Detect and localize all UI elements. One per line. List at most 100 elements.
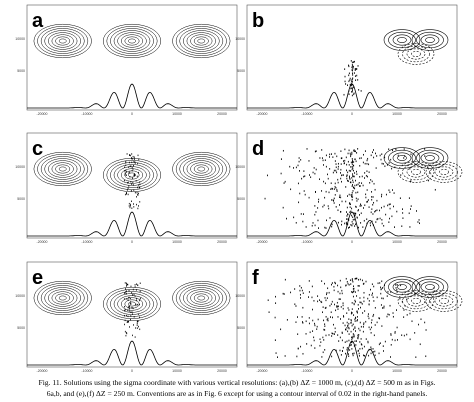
noise xyxy=(379,209,381,212)
noise xyxy=(365,280,367,283)
noise xyxy=(346,327,348,329)
noise xyxy=(355,330,356,332)
noise xyxy=(357,289,359,292)
noise xyxy=(351,224,353,227)
noise xyxy=(381,297,383,300)
contour xyxy=(420,281,440,293)
noise xyxy=(138,205,139,207)
noise xyxy=(362,226,364,228)
noise xyxy=(374,324,376,326)
noise xyxy=(403,157,405,159)
noise xyxy=(349,178,351,180)
noise xyxy=(372,296,374,299)
contour xyxy=(392,281,412,293)
noise xyxy=(384,340,386,343)
noise xyxy=(132,288,134,291)
noise xyxy=(386,295,388,297)
noise xyxy=(357,198,359,201)
noise xyxy=(349,84,351,86)
noise xyxy=(341,200,343,203)
noise xyxy=(336,305,338,308)
noise xyxy=(126,321,128,324)
noise xyxy=(376,218,378,221)
noise xyxy=(280,172,282,175)
noise xyxy=(137,154,139,157)
noise xyxy=(352,67,354,70)
noise xyxy=(334,330,336,333)
noise xyxy=(351,338,353,341)
noise xyxy=(314,150,316,153)
noise xyxy=(352,65,354,68)
noise xyxy=(409,226,411,228)
noise xyxy=(395,148,397,151)
noise xyxy=(419,343,421,346)
noise xyxy=(351,195,352,198)
panel-frame xyxy=(246,4,458,111)
noise xyxy=(353,285,354,288)
noise xyxy=(387,204,389,207)
noise xyxy=(355,150,357,153)
noise xyxy=(294,288,296,290)
noise xyxy=(360,306,361,309)
noise xyxy=(384,165,386,168)
noise xyxy=(136,289,137,291)
noise xyxy=(351,312,353,314)
noise xyxy=(330,311,332,314)
panel-label: a xyxy=(32,10,44,32)
noise xyxy=(312,319,314,322)
noise xyxy=(351,168,353,171)
noise xyxy=(337,334,339,336)
noise xyxy=(375,221,377,223)
noise xyxy=(391,338,393,341)
contour xyxy=(44,158,81,180)
noise xyxy=(126,282,127,285)
contour xyxy=(406,48,426,60)
noise xyxy=(315,190,316,193)
noise xyxy=(353,218,355,221)
noise xyxy=(346,175,348,178)
noise xyxy=(124,323,125,326)
noise xyxy=(337,178,339,181)
noise xyxy=(353,161,355,163)
noise xyxy=(356,295,358,297)
noise xyxy=(384,156,386,159)
noise xyxy=(360,338,362,340)
noise xyxy=(125,288,126,290)
noise xyxy=(356,277,358,280)
noise xyxy=(341,180,342,183)
noise xyxy=(124,319,126,322)
noise xyxy=(138,171,140,174)
noise xyxy=(380,286,382,289)
contour xyxy=(406,166,426,178)
noise xyxy=(411,320,413,323)
noise xyxy=(308,160,310,162)
contour xyxy=(397,37,407,43)
noise xyxy=(337,165,339,168)
noise xyxy=(360,325,362,328)
noise xyxy=(128,289,130,292)
noise xyxy=(377,282,379,285)
contour xyxy=(33,23,92,59)
noise xyxy=(351,220,353,223)
noise xyxy=(348,318,350,320)
noise xyxy=(282,206,284,209)
noise xyxy=(344,222,346,225)
noise xyxy=(333,333,335,335)
noise xyxy=(345,83,347,85)
noise xyxy=(375,167,377,169)
noise xyxy=(137,186,138,189)
noise xyxy=(368,163,370,166)
noise xyxy=(339,204,340,206)
noise xyxy=(350,321,352,324)
noise xyxy=(333,188,335,190)
noise xyxy=(131,166,133,169)
noise xyxy=(342,322,344,324)
noise xyxy=(131,200,132,203)
noise xyxy=(128,202,130,205)
noise xyxy=(352,216,354,219)
noise xyxy=(370,211,372,214)
noise xyxy=(357,319,358,321)
noise xyxy=(352,291,353,294)
contour xyxy=(411,147,449,169)
y-tick-label: 5000 xyxy=(17,326,25,330)
